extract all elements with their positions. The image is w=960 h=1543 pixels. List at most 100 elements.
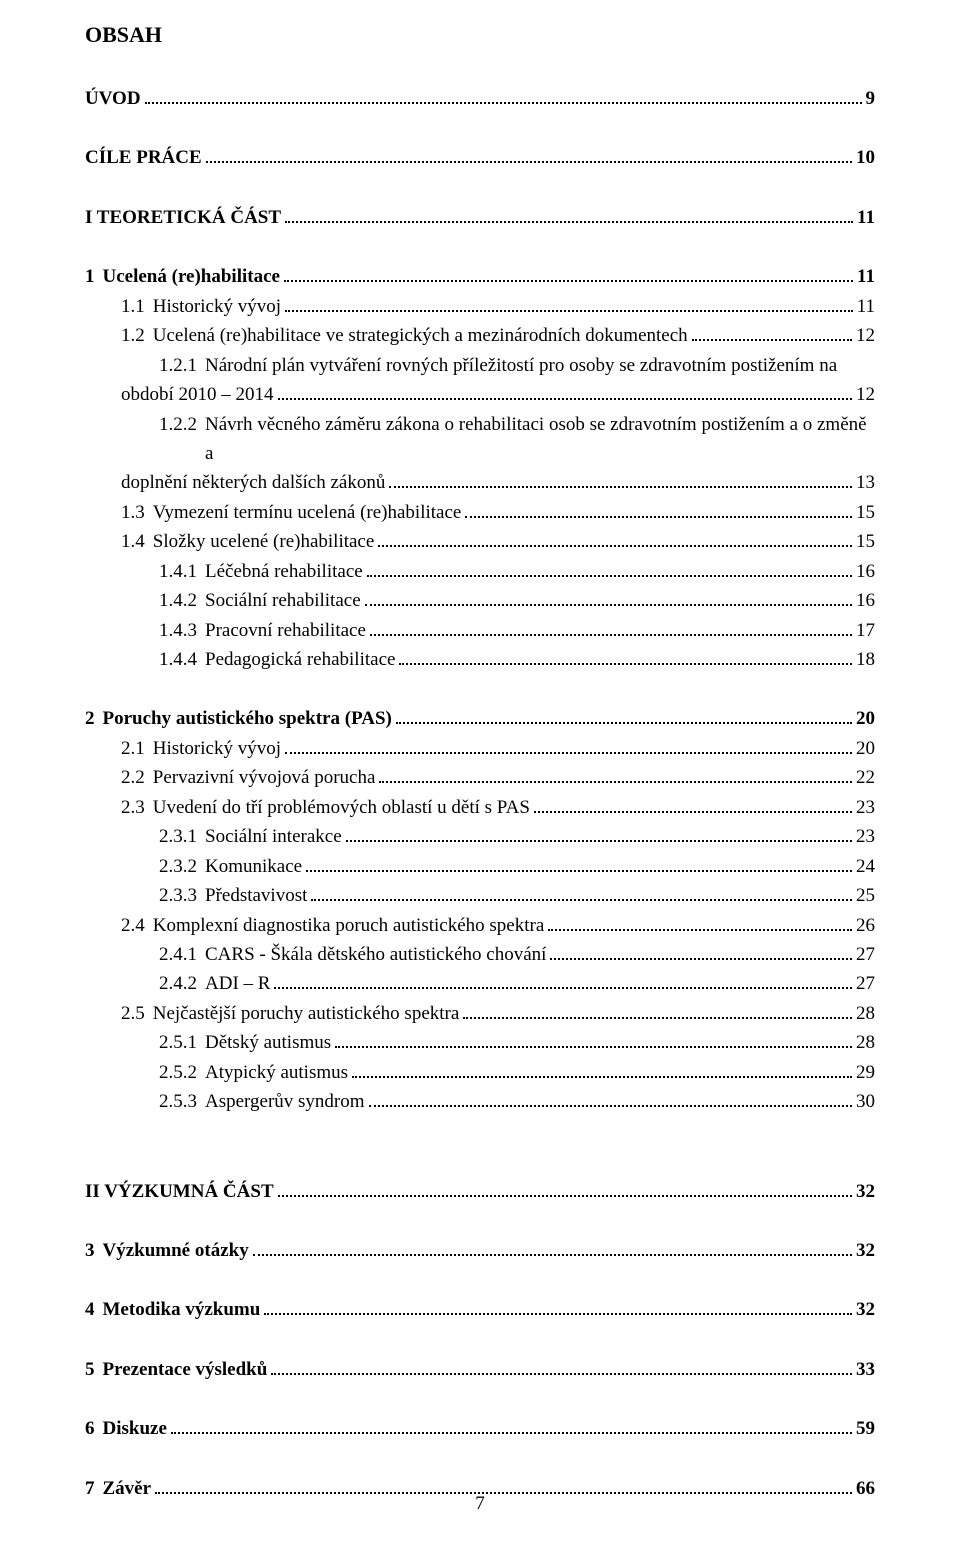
toc-leader-dots: [285, 310, 853, 312]
toc-label: Atypický autismus: [205, 1058, 348, 1087]
toc-label: Komplexní diagnostika poruch autistickéh…: [153, 911, 545, 940]
toc-leader-dots: [379, 781, 852, 783]
toc-label: II VÝZKUMNÁ ČÁST: [85, 1177, 274, 1206]
toc-page: 30: [856, 1087, 875, 1116]
toc-entry: 2.4Komplexní diagnostika poruch autistic…: [85, 911, 875, 940]
toc-label: Pervazivní vývojová porucha: [153, 763, 376, 792]
toc-gap: [85, 1444, 875, 1474]
toc-number: 1.3: [121, 498, 153, 527]
toc-gap: [85, 173, 875, 203]
toc-entry: 1.4.3Pracovní rehabilitace17: [85, 616, 875, 645]
toc-leader-dots: [311, 899, 852, 901]
toc-page: 27: [856, 940, 875, 969]
toc-gap: [85, 674, 875, 704]
toc-number: 1.4.4: [159, 645, 205, 674]
toc-page: 15: [856, 498, 875, 527]
toc-leader-dots: [367, 575, 852, 577]
toc-label: Poruchy autistického spektra (PAS): [103, 704, 392, 733]
toc-page: 11: [857, 292, 875, 321]
toc-label: Léčebná rehabilitace: [205, 557, 363, 586]
toc-number: 2.4: [121, 911, 153, 940]
toc-page: 33: [856, 1355, 875, 1384]
toc-number: 2.5.2: [159, 1058, 205, 1087]
toc-page: 23: [856, 793, 875, 822]
toc-number: 2.3.3: [159, 881, 205, 910]
toc-page: 17: [856, 616, 875, 645]
toc-number: 1.4.2: [159, 586, 205, 615]
toc-gap: [85, 232, 875, 262]
toc-page: 11: [857, 203, 875, 232]
toc-gap: [85, 1384, 875, 1414]
toc-entry: 1.4Složky ucelené (re)habilitace15: [85, 527, 875, 556]
toc-entry: 6Diskuze59: [85, 1414, 875, 1443]
toc-label-part2: doplnění některých dalších zákonů: [121, 468, 385, 497]
toc-page: 12: [856, 321, 875, 350]
page-title: OBSAH: [85, 22, 875, 48]
toc-number: 2: [85, 704, 103, 733]
toc-page: 22: [856, 763, 875, 792]
toc-gap: [85, 113, 875, 143]
toc-page: 25: [856, 881, 875, 910]
toc-entry: 2.1Historický vývoj20: [85, 734, 875, 763]
toc-label: Ucelená (re)habilitace: [103, 262, 280, 291]
toc-page: 29: [856, 1058, 875, 1087]
toc-page: 10: [856, 143, 875, 172]
footer-page-number: 7: [0, 1493, 960, 1515]
toc-leader-dots: [534, 811, 852, 813]
toc-label-part1: Národní plán vytváření rovných příležito…: [205, 351, 837, 380]
toc-label: Představivost: [205, 881, 307, 910]
toc-entry: 2.3.1Sociální interakce 23: [85, 822, 875, 851]
toc-number: 1.2: [121, 321, 153, 350]
toc-entry: 2.2Pervazivní vývojová porucha 22: [85, 763, 875, 792]
toc-entry: 2.3.2Komunikace24: [85, 852, 875, 881]
toc-page: 12: [856, 380, 875, 409]
toc-leader-dots: [399, 663, 852, 665]
toc-number: 1.4: [121, 527, 153, 556]
toc-label: Sociální interakce: [205, 822, 342, 851]
toc-label: ADI – R: [205, 969, 270, 998]
toc-page: 32: [856, 1177, 875, 1206]
toc-label: Historický vývoj: [153, 292, 281, 321]
toc-entry: 1.4.2Sociální rehabilitace16: [85, 586, 875, 615]
toc-leader-dots: [206, 161, 852, 163]
toc-label: Uvedení do tří problémových oblastí u dě…: [153, 793, 530, 822]
toc-number: 1: [85, 262, 103, 291]
toc-label: Pracovní rehabilitace: [205, 616, 366, 645]
toc-gap: [85, 1117, 875, 1147]
toc-leader-dots: [389, 486, 852, 488]
toc-label: Metodika výzkumu: [103, 1295, 261, 1324]
toc-label: Prezentace výsledků: [103, 1355, 268, 1384]
toc-label: Diskuze: [103, 1414, 167, 1443]
toc-number: 4: [85, 1295, 103, 1324]
toc-number: 6: [85, 1414, 103, 1443]
toc-entry: 3Výzkumné otázky32: [85, 1236, 875, 1265]
toc-entry: 1.4.1Léčebná rehabilitace16: [85, 557, 875, 586]
toc-entry: 1.1Historický vývoj11: [85, 292, 875, 321]
toc-number: 2.3: [121, 793, 153, 822]
toc-number: 3: [85, 1236, 103, 1265]
toc-leader-dots: [306, 870, 852, 872]
toc-number: 2.5.1: [159, 1028, 205, 1057]
toc-number: 2.4.1: [159, 940, 205, 969]
toc-leader-dots: [378, 545, 852, 547]
toc-label: Výzkumné otázky: [103, 1236, 249, 1265]
toc-label: Aspergerův syndrom: [205, 1087, 365, 1116]
toc-page: 23: [856, 822, 875, 851]
toc-entry: 5Prezentace výsledků33: [85, 1355, 875, 1384]
toc-entry: 2.5.3Aspergerův syndrom 30: [85, 1087, 875, 1116]
toc-number: 2.5: [121, 999, 153, 1028]
toc-entry: ÚVOD9: [85, 84, 875, 113]
toc-number: 2.3.1: [159, 822, 205, 851]
toc-number: 2.5.3: [159, 1087, 205, 1116]
toc-entry: 2.5Nejčastější poruchy autistického spek…: [85, 999, 875, 1028]
toc-label: Historický vývoj: [153, 734, 281, 763]
toc-label-part1: Návrh věcného záměru zákona o rehabilita…: [205, 410, 875, 469]
toc-number: 2.2: [121, 763, 153, 792]
toc-page: 28: [856, 1028, 875, 1057]
toc-gap: [85, 1325, 875, 1355]
toc-leader-dots: [692, 339, 852, 341]
toc-page: 15: [856, 527, 875, 556]
toc-page: 20: [856, 734, 875, 763]
toc-page: 24: [856, 852, 875, 881]
toc-label: Sociální rehabilitace: [205, 586, 361, 615]
